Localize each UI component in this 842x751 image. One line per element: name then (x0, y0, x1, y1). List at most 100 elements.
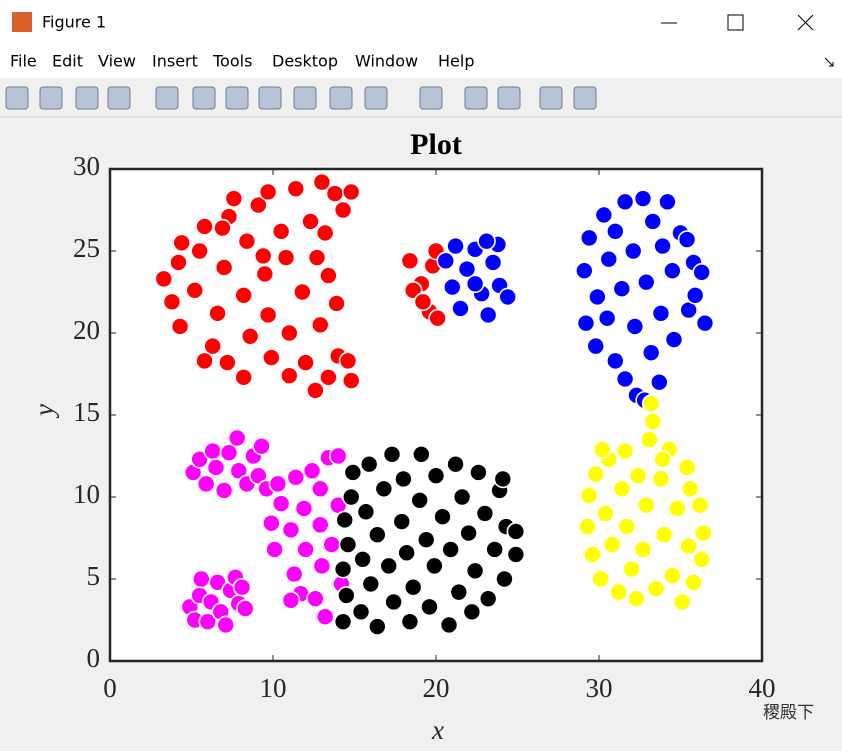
scatter-point (294, 499, 314, 518)
tool-button[interactable] (192, 86, 216, 110)
scatter-point (315, 607, 335, 627)
tool-button[interactable] (539, 86, 563, 110)
tool-button[interactable] (39, 86, 63, 110)
tool-button[interactable] (258, 86, 282, 110)
scatter-point (578, 517, 597, 536)
scatter-point (495, 569, 514, 589)
scatter-point (684, 572, 703, 592)
scatter-point (351, 602, 371, 622)
scatter-point (694, 523, 713, 543)
menu-item[interactable]: Window (355, 52, 418, 71)
tool-button[interactable] (155, 86, 179, 110)
scatter-point (359, 454, 379, 474)
menu-item[interactable]: Insert (152, 52, 198, 71)
scatter-point (172, 233, 192, 253)
tool-button[interactable] (419, 86, 443, 110)
scatter-point (284, 564, 304, 584)
maximize-button[interactable] (727, 14, 744, 31)
scatter-point (262, 513, 281, 533)
y-tick-label: 20 (73, 315, 100, 345)
scatter-point (428, 308, 447, 328)
scatter-point (651, 304, 671, 323)
scatter-point (457, 259, 477, 279)
scatter-point (293, 282, 312, 302)
tool-button[interactable] (75, 86, 99, 110)
tool-button[interactable] (5, 86, 29, 110)
x-axis-label: x (431, 715, 444, 745)
scatter-point (677, 458, 697, 477)
scatter-point (478, 589, 498, 608)
menu-item[interactable]: Edit (52, 52, 83, 71)
scatter-point (692, 263, 711, 282)
scatter-point (374, 479, 394, 499)
tool-button[interactable] (464, 86, 488, 110)
scatter-point (633, 189, 653, 208)
dock-arrow[interactable] (824, 57, 834, 67)
scatter-point (416, 530, 436, 549)
menu-item[interactable]: File (10, 52, 37, 71)
close-button[interactable] (797, 14, 814, 31)
scatter-point (576, 313, 596, 333)
scatter-point (459, 523, 478, 543)
scatter-point (301, 212, 320, 231)
scatter-point (436, 251, 456, 271)
scatter-point (493, 469, 513, 489)
scatter-point (384, 592, 403, 612)
scatter-point (425, 556, 444, 576)
y-tick-label: 0 (87, 643, 101, 673)
tool-button[interactable] (573, 86, 597, 110)
scatter-point (650, 372, 669, 392)
x-tick-label: 10 (260, 673, 287, 703)
scatter-point (306, 589, 325, 608)
y-tick-label: 25 (73, 233, 100, 263)
scatter-point (218, 353, 237, 372)
scatter-point (214, 258, 234, 277)
scatter-point (477, 231, 496, 251)
scatter-point (286, 468, 306, 487)
tool-button[interactable] (107, 86, 131, 110)
tool-button[interactable] (364, 86, 388, 110)
scatter-point (664, 330, 684, 349)
tool-button[interactable] (225, 86, 249, 110)
tool-button[interactable] (293, 86, 317, 110)
watermark: 稷殿下 (763, 703, 814, 723)
y-axis-label: y (29, 404, 59, 419)
scatter-point (249, 195, 268, 215)
menu-item[interactable]: Desktop (272, 52, 338, 71)
scatter-point (240, 326, 260, 346)
scatter-point (643, 212, 663, 231)
scatter-point (310, 315, 330, 335)
scatter-point (663, 566, 682, 586)
scatter-point (452, 487, 472, 507)
tool-button[interactable] (497, 86, 521, 110)
scatter-point (446, 454, 465, 474)
scatter-point (279, 366, 299, 385)
menu-item[interactable]: View (98, 52, 136, 71)
tool-button[interactable] (329, 86, 353, 110)
scatter-point (641, 343, 661, 362)
scatter-point (213, 218, 232, 238)
scatter-point (591, 569, 610, 589)
scatter-point (592, 440, 612, 459)
scatter-point (333, 559, 353, 579)
scatter-point (586, 464, 606, 484)
scatter-point (258, 305, 278, 325)
scatter-point (219, 443, 239, 463)
menu-item[interactable]: Help (438, 52, 474, 71)
scatter-point (653, 449, 672, 469)
scatter-point (654, 525, 674, 545)
scatter-point (296, 540, 315, 559)
scatter-point (602, 535, 622, 554)
scatter-point (623, 241, 643, 261)
scatter-point (658, 192, 677, 212)
plot-area (154, 172, 715, 636)
scatter-point (394, 469, 413, 489)
scatter-point (341, 487, 361, 507)
scatter-point (234, 367, 253, 387)
x-tick-label: 30 (586, 673, 613, 703)
scatter-point (296, 353, 315, 372)
scatter-point (214, 481, 234, 500)
menu-item[interactable]: Tools (212, 52, 252, 71)
scatter-point (597, 308, 617, 328)
